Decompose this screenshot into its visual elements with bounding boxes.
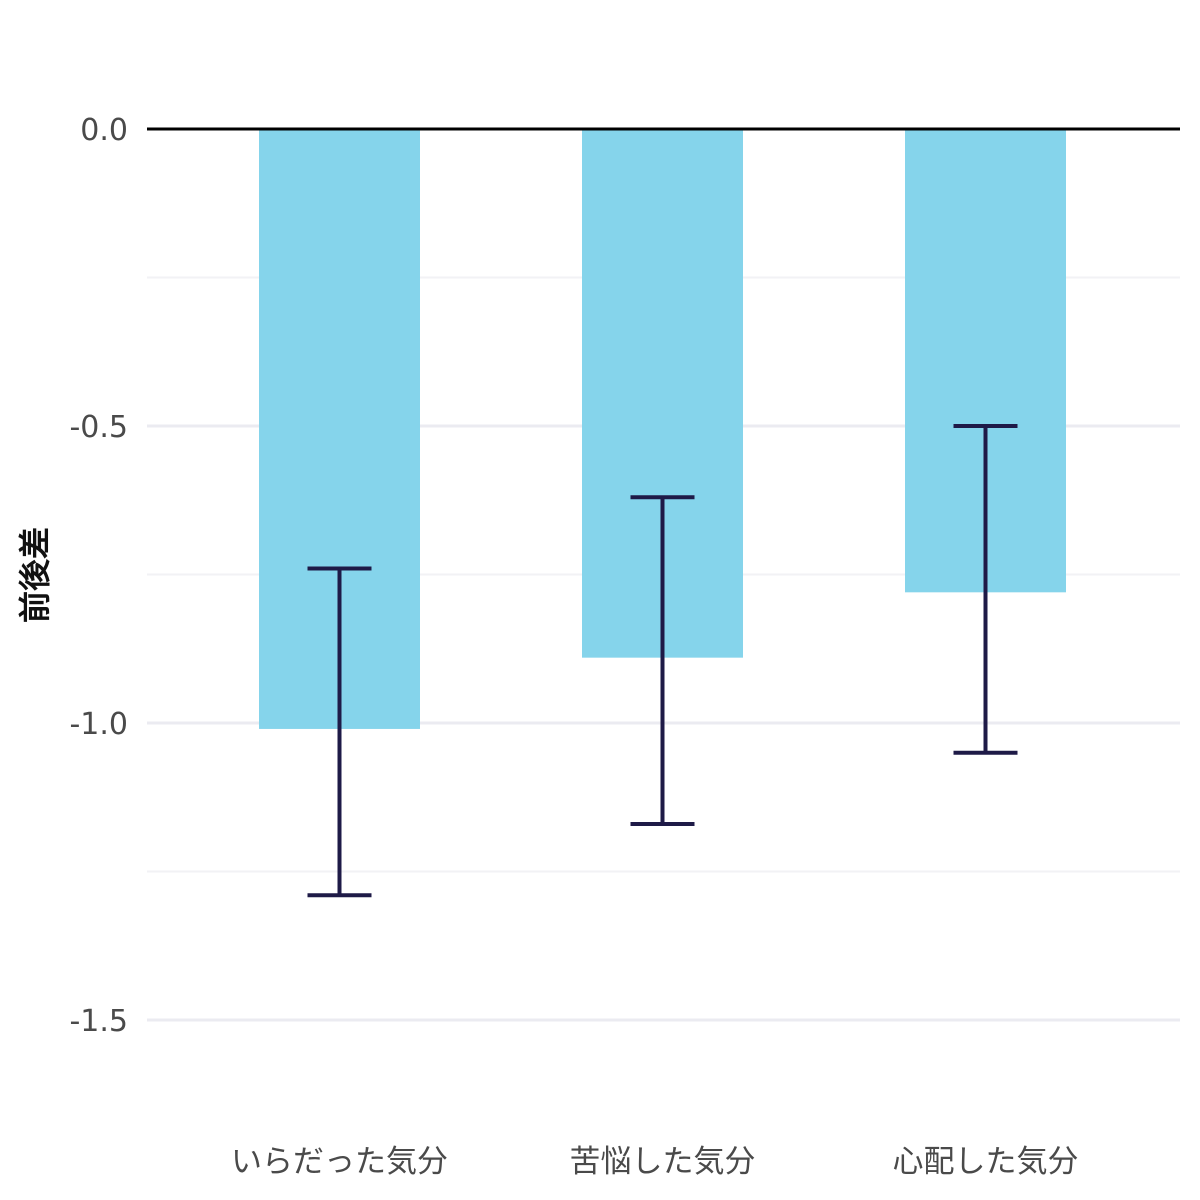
error-bar: [307, 566, 372, 898]
x-category-labels: いらだった気分 苦悩した気分 心配した気分: [231, 1144, 1079, 1180]
y-tick-label: -1.0: [69, 707, 128, 742]
y-tick-label: -1.5: [69, 1004, 128, 1039]
error-bar: [630, 495, 695, 826]
y-tick-label: 0.0: [80, 113, 128, 148]
x-category-label: いらだった気分: [231, 1144, 448, 1180]
y-tick-label: -0.5: [69, 410, 128, 445]
error-bar: [953, 424, 1018, 755]
y-axis-title: 前後差: [16, 527, 54, 623]
y-tick-labels: 0.0 -0.5 -1.0 -1.5: [69, 113, 128, 1039]
error-bars: [307, 424, 1018, 898]
x-category-label: 苦悩した気分: [570, 1144, 756, 1180]
x-category-label: 心配した気分: [893, 1144, 1079, 1180]
